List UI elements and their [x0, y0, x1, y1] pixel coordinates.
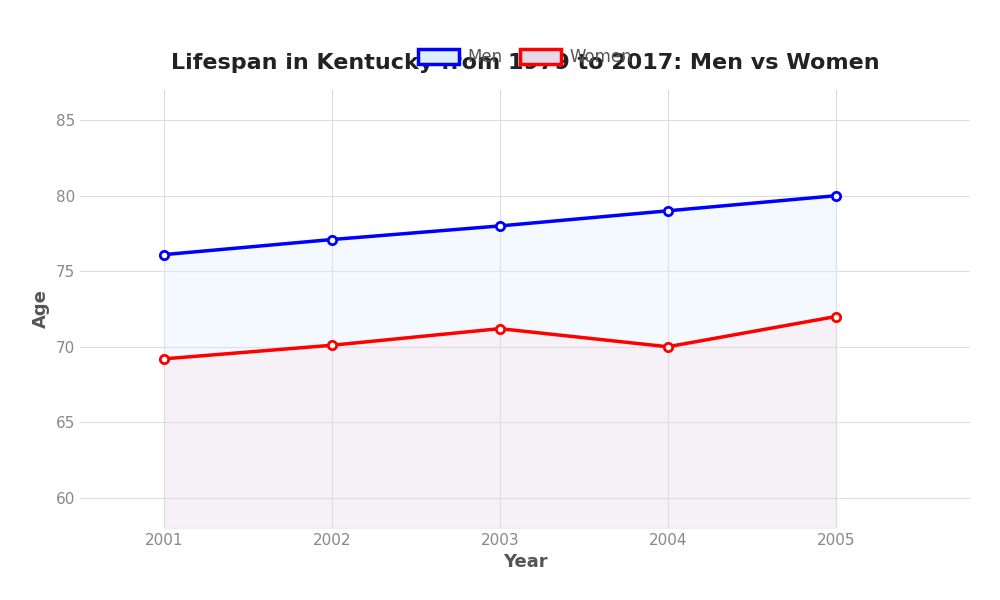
- Title: Lifespan in Kentucky from 1979 to 2017: Men vs Women: Lifespan in Kentucky from 1979 to 2017: …: [171, 53, 879, 73]
- Legend: Men, Women: Men, Women: [411, 41, 639, 73]
- Y-axis label: Age: Age: [32, 290, 50, 328]
- X-axis label: Year: Year: [503, 553, 547, 571]
